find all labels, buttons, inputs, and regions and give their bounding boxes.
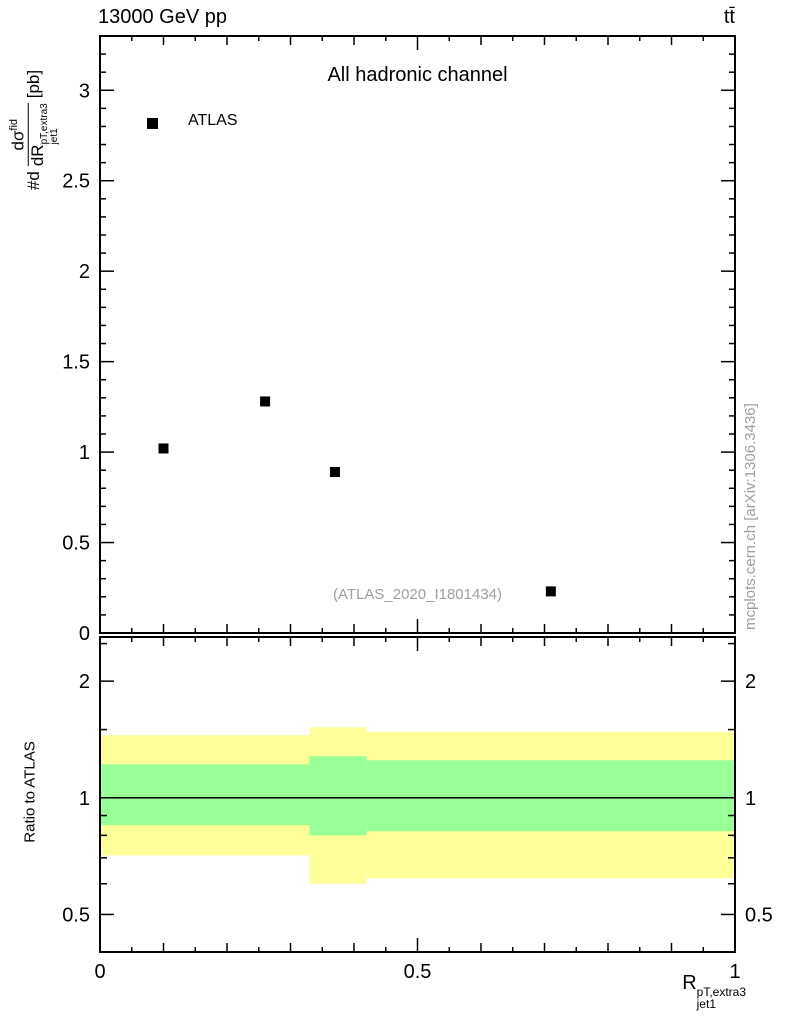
data-point: [158, 443, 169, 454]
ratio-ytick-label-left: 0.5: [62, 904, 90, 926]
main-ytick-label: 2: [79, 261, 90, 283]
ylabel-fraction: dσfid dR pT,extra3 jet1: [7, 103, 60, 167]
data-point: [329, 466, 340, 477]
main-y-axis-label: #d dσfid dR pT,extra3 jet1 [pb]: [7, 69, 60, 191]
data-point: [260, 396, 271, 407]
plot-title: All hadronic channel: [327, 64, 508, 86]
xlabel-sup: pT,extra3: [696, 985, 746, 999]
main-ytick-label: 1.5: [62, 352, 90, 374]
xtick-label: 0: [94, 961, 105, 983]
ratio-y-axis-label: Ratio to ATLAS: [21, 741, 39, 843]
ylabel-denominator-sup: pT,extra3: [38, 103, 50, 145]
main-ytick-label: 2.5: [62, 171, 90, 193]
ylabel-prefix: #d: [24, 171, 43, 191]
ratio-ytick-label-left: 1: [79, 788, 90, 810]
xtick-label: 0.5: [404, 961, 432, 983]
ylabel-numerator-sup: fid: [7, 118, 20, 131]
legend-label: ATLAS: [188, 112, 238, 129]
ratio-ytick-label-right: 2: [745, 671, 756, 693]
beam-energy-label: 13000 GeV pp: [98, 6, 227, 28]
ylabel-denominator-sub: jet1: [48, 128, 60, 145]
data-point: [545, 586, 556, 597]
xlabel-base: R: [682, 972, 697, 994]
ylabel-units: [pb]: [24, 69, 43, 99]
ratio-ytick-label-right: 1: [745, 788, 756, 810]
process-label: tt̄: [723, 6, 735, 28]
analysis-watermark: (ATLAS_2020_I1801434): [332, 586, 502, 603]
main-ytick-label: 3: [79, 80, 90, 102]
ratio-ytick-label-right: 0.5: [745, 904, 773, 926]
mcplots-side-note: mcplots.cern.ch [arXiv:1306.3436]: [742, 403, 759, 630]
xtick-label: 1: [729, 961, 740, 983]
ratio-band-inner: [100, 764, 310, 826]
ratio-band-inner: [366, 760, 735, 832]
xlabel-sub: jet1: [696, 997, 716, 1011]
ratio-band-inner: [309, 756, 367, 836]
ylabel-numerator: dσfid: [7, 118, 28, 151]
legend-marker: [147, 118, 158, 129]
main-ytick-label: 0.5: [62, 533, 90, 555]
ratio-ytick-label-left: 2: [79, 671, 90, 693]
ylabel-denominator: dR pT,extra3 jet1: [27, 103, 60, 167]
main-ytick-label: 0: [79, 623, 90, 645]
main-ytick-label: 1: [79, 442, 90, 464]
